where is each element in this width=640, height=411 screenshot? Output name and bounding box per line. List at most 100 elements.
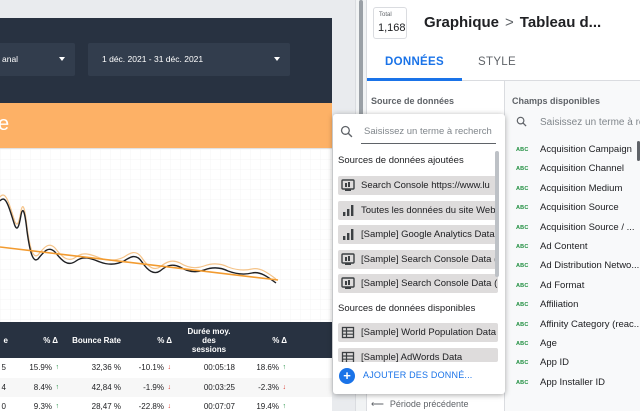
chart-type-thumbnail[interactable]: Total 1,168 [373,7,407,39]
field-name: Affinity Category (reac... [540,318,640,330]
data-source-item[interactable]: Toutes les données du site Web [338,200,498,220]
arrow-up-icon: ↑ [282,403,287,410]
table-row[interactable]: 0 9.3% ↑ 28,47 % -22.8% ↓ 00:07:07 19.4%… [0,397,332,411]
report-page[interactable]: anal 1 déc. 2021 - 31 déc. 2021 e [0,18,332,411]
data-source-item[interactable]: [Sample] Search Console Data ( [338,274,498,293]
field-item[interactable]: ABC Affinity Category (reac... [505,316,640,335]
table-cell: 32,36 % [91,363,121,372]
channel-filter-label: anal [2,54,19,64]
table-cell: -10.1% [138,363,164,372]
search-console-icon [341,277,355,289]
column-header[interactable]: Bounce Rate [72,335,121,345]
previous-period-label: Période précédente [389,399,469,409]
dropdown-scrollbar[interactable] [495,151,499,277]
previous-period-option[interactable]: ⟵ Période précédente [371,399,468,410]
table-cell: 15.9% [29,363,52,372]
report-header: anal 1 déc. 2021 - 31 déc. 2021 [0,18,332,103]
text-type-icon: ABC [516,185,529,192]
field-name: Ad Distribution Netwo... [540,260,640,272]
total-value: 1,168 [378,22,406,34]
text-type-icon: ABC [516,263,529,270]
text-type-icon: ABC [516,205,529,212]
section-banner-text: e [0,113,10,135]
column-header[interactable]: % Δ [43,335,58,345]
data-source-item[interactable]: [Sample] Search Console Data ( [338,249,498,269]
time-series-chart[interactable] [0,149,332,339]
tab-style[interactable]: STYLE [478,56,516,68]
report-canvas: anal 1 déc. 2021 - 31 déc. 2021 e [0,0,355,411]
table-body: 5 15.9% ↑ 32,36 % -10.1% ↓ 00:05:18 18.6… [0,358,332,411]
available-sources-heading: Sources de données disponibles [338,303,476,314]
field-item[interactable]: ABC Acquisition Channel [505,160,640,179]
field-item[interactable]: ABC Acquisition Source [505,199,640,218]
table-cell: 28,47 % [91,402,121,411]
field-item[interactable]: ABC Age [505,335,640,354]
series-line [0,198,277,284]
arrow-up-icon: ↑ [282,364,287,371]
data-source-item[interactable]: [Sample] AdWords Data [338,347,498,362]
text-type-icon: ABC [516,379,529,386]
column-header[interactable]: % Δ [272,335,287,345]
text-type-icon: ABC [516,341,529,347]
text-type-icon: ABC [516,224,529,231]
field-item[interactable]: ABC App ID [505,354,640,373]
channel-filter-control[interactable]: anal [0,43,75,76]
panel-tabs: DONNÉES STYLE [367,46,640,81]
table-cell: -22.8% [138,402,164,411]
arrow-down-icon: ↓ [167,364,172,371]
section-banner: e [0,103,332,149]
column-header[interactable]: Durée moy. des sessions [187,326,231,354]
panel-title: Graphique > Tableau d... [424,14,601,31]
total-label: Total [379,12,392,18]
panel-resize-handle[interactable] [359,0,363,195]
available-fields-title: Champs disponibles [512,96,601,106]
arrow-up-icon: ↑ [55,403,60,410]
field-name: Acquisition Campaign [540,144,632,155]
table-row[interactable]: 4 8.4% ↑ 42,84 % -1.9% ↓ 00:03:25 -2.3% … [0,377,332,397]
table-icon [341,351,355,362]
table-cell: 19.4% [256,402,279,411]
search-icon [516,116,527,127]
table-header: e % Δ Bounce Rate % Δ Durée moy. des ses… [0,322,332,358]
data-source-item[interactable]: Search Console https://www.lu [338,176,498,195]
field-item[interactable]: ABC Affiliation [505,296,640,315]
table-cell: 00:05:18 [203,363,235,372]
analytics-icon [343,204,354,216]
field-item[interactable]: ABC Ad Content [505,238,640,257]
field-item[interactable]: ABC Ad Distribution Netwo... [505,257,640,276]
add-data-button[interactable]: + AJOUTER DES DONNÉ... [339,366,499,386]
column-header[interactable]: e [3,335,8,345]
text-type-icon: ABC [516,166,529,173]
table-cell: 00:03:25 [203,382,235,392]
date-range-control[interactable]: 1 déc. 2021 - 31 déc. 2021 [88,43,290,76]
field-name: Acquisition Medium [540,182,623,194]
data-source-item[interactable]: [Sample] World Population Data [338,323,498,342]
text-type-icon: ABC [516,282,529,289]
table-cell: -2.3% [258,382,279,392]
data-source-dropdown: Saisissez un terme à recherch Sources de… [333,114,505,394]
field-list-scrollbar[interactable] [637,141,640,161]
search-icon [340,125,353,138]
tab-donnees[interactable]: DONNÉES [367,46,462,81]
field-item[interactable]: ABC Acquisition Source / ... [505,219,640,238]
arrow-down-icon: ↓ [282,383,287,391]
field-item[interactable]: ABC Acquisition Campaign [505,141,640,160]
trend-line [0,246,279,281]
field-item[interactable]: ABC Ad Format [505,277,640,296]
field-name: App Installer ID [540,376,605,388]
field-item[interactable]: ABC App Installer ID [505,374,640,393]
field-item[interactable]: ABC Acquisition Medium [505,180,640,199]
column-header[interactable]: % Δ [157,335,172,345]
table-cell: 4 [1,382,6,392]
field-name: App ID [540,357,570,369]
search-console-icon [341,179,355,191]
data-source-search-input[interactable]: Saisissez un terme à recherch [333,114,505,150]
field-search-placeholder: Saisissez un terme à rech [540,117,640,128]
added-sources-heading: Sources de données ajoutées [338,155,464,166]
table-cell: 18.6% [256,363,279,372]
data-source-item[interactable]: [Sample] Google Analytics Data [338,225,498,244]
table-row[interactable]: 5 15.9% ↑ 32,36 % -10.1% ↓ 00:05:18 18.6… [0,358,332,378]
field-search-input[interactable]: Saisissez un terme à rech [513,113,640,133]
field-name: Ad Content [540,241,588,252]
data-source-title: Source de données [371,96,455,106]
